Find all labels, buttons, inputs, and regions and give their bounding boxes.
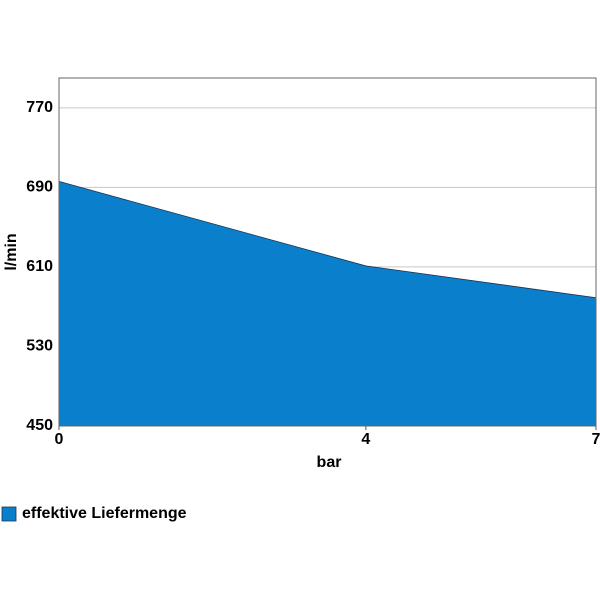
legend-swatch <box>1 506 17 522</box>
area <box>58 180 597 427</box>
y-tick-label: 770 <box>26 99 53 116</box>
x-tick-label: 4 <box>361 431 370 448</box>
legend-label: effektive Liefermenge <box>22 505 187 522</box>
x-axis-label: bar <box>317 454 342 471</box>
y-tick-label: 610 <box>26 258 53 275</box>
plot-border <box>58 77 597 427</box>
y-tick-label: 530 <box>26 338 53 355</box>
y-tick-label: 690 <box>26 179 53 196</box>
y-tick-label: 450 <box>26 417 53 434</box>
x-tick-label: 7 <box>592 431 600 448</box>
y-axis-label: l/min <box>3 233 20 270</box>
x-tick-label: 0 <box>55 431 64 448</box>
